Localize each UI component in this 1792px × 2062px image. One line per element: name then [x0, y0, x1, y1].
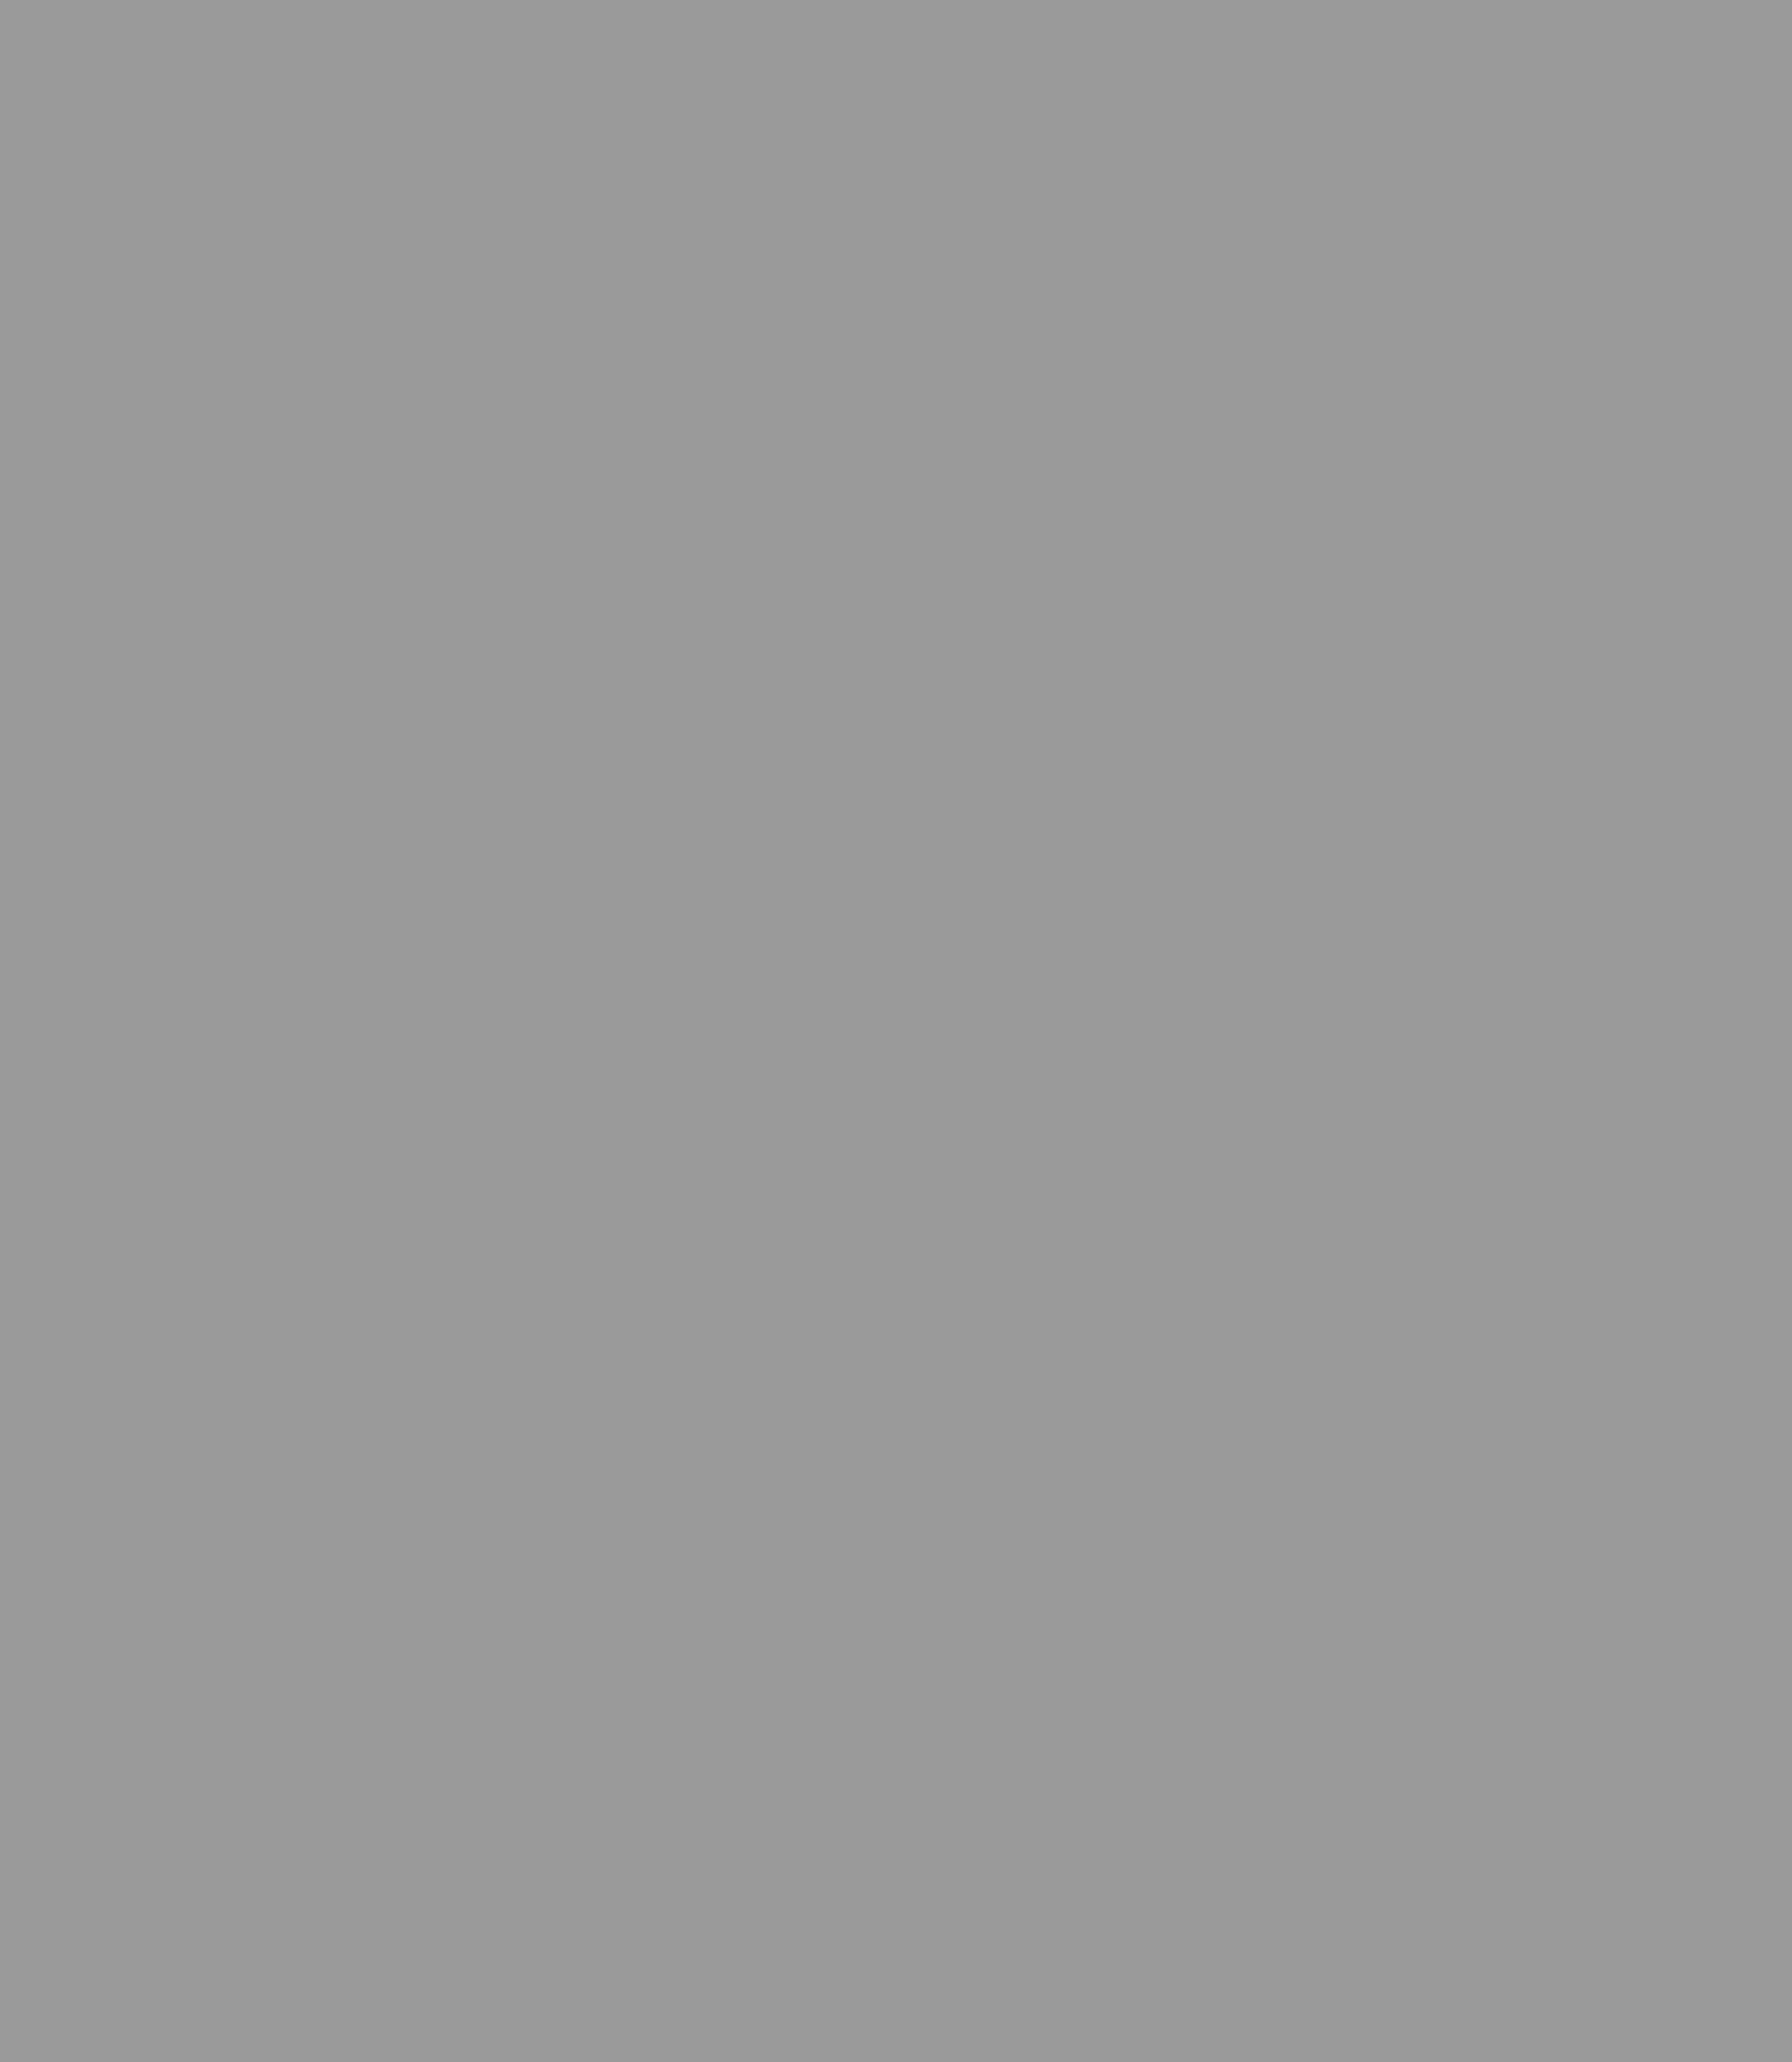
satellite-view [0, 0, 1792, 2062]
ir-satellite-canvas [0, 0, 1792, 2062]
